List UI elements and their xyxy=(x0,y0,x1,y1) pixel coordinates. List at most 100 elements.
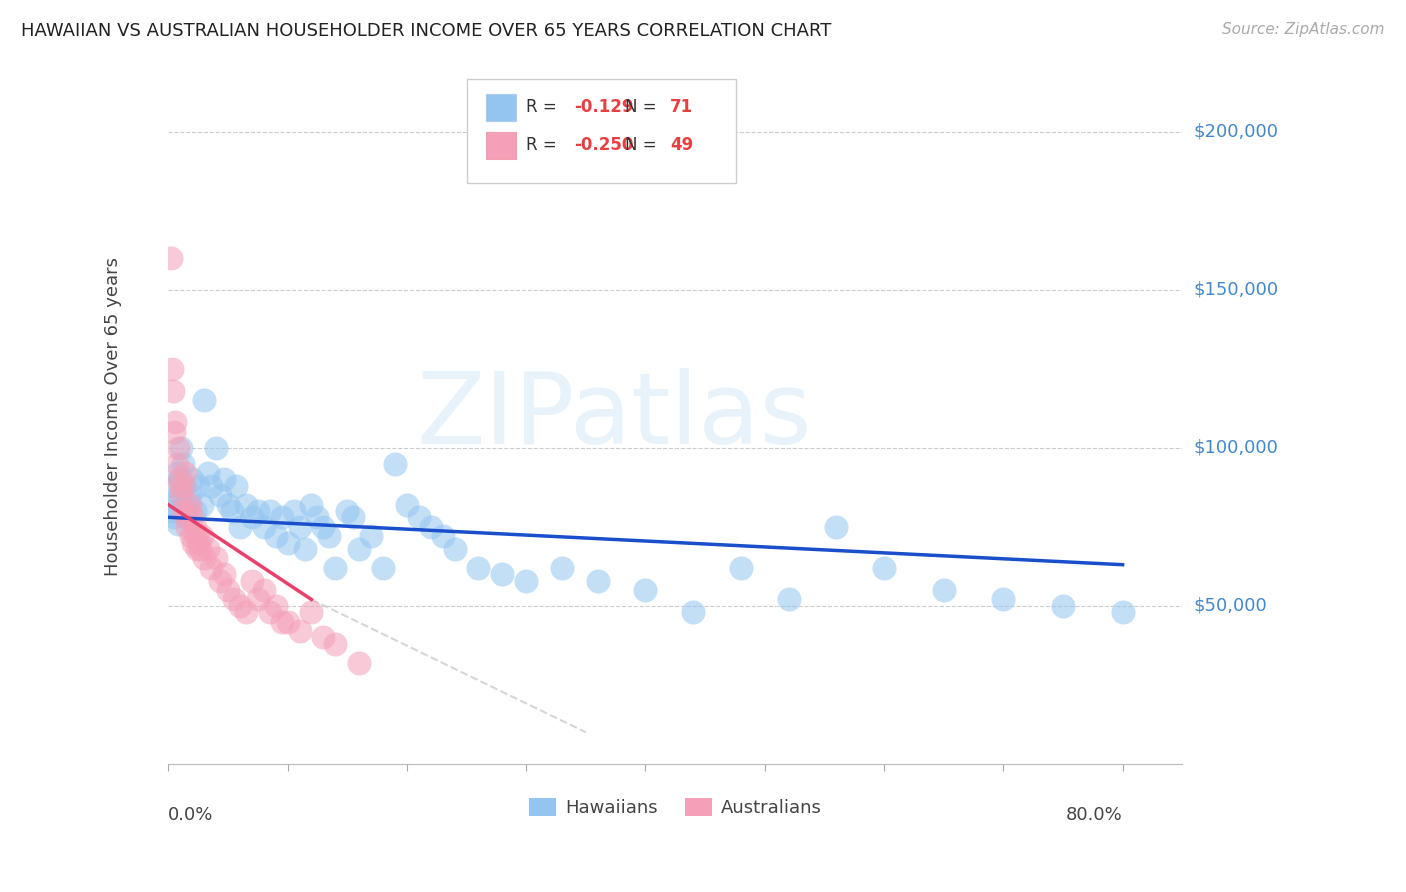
FancyBboxPatch shape xyxy=(485,133,516,159)
Point xyxy=(408,510,430,524)
Point xyxy=(188,535,211,549)
Point xyxy=(253,582,276,597)
Point xyxy=(270,510,292,524)
Point xyxy=(288,624,311,638)
Text: N =: N = xyxy=(624,136,661,154)
Text: $200,000: $200,000 xyxy=(1194,123,1278,141)
Point xyxy=(312,631,335,645)
Point xyxy=(214,472,236,486)
Point xyxy=(193,551,215,566)
Point xyxy=(205,551,228,566)
Point xyxy=(179,498,201,512)
Point xyxy=(163,510,186,524)
Point xyxy=(176,520,198,534)
Point xyxy=(240,510,263,524)
Text: 71: 71 xyxy=(671,98,693,116)
Point xyxy=(634,582,657,597)
Point xyxy=(165,479,187,493)
Point xyxy=(174,498,197,512)
Point xyxy=(159,251,181,265)
Point xyxy=(873,561,896,575)
Point xyxy=(586,574,609,588)
Point xyxy=(288,520,311,534)
Point xyxy=(166,516,188,531)
Point xyxy=(190,529,212,543)
Point xyxy=(176,510,198,524)
Point xyxy=(395,498,418,512)
Point xyxy=(1052,599,1074,613)
Point xyxy=(160,361,183,376)
Point xyxy=(384,457,406,471)
Point xyxy=(246,504,269,518)
Point xyxy=(932,582,955,597)
Text: HAWAIIAN VS AUSTRALIAN HOUSEHOLDER INCOME OVER 65 YEARS CORRELATION CHART: HAWAIIAN VS AUSTRALIAN HOUSEHOLDER INCOM… xyxy=(21,22,831,40)
Point xyxy=(323,561,346,575)
Point xyxy=(174,466,197,480)
Point xyxy=(167,488,190,502)
Point xyxy=(200,561,222,575)
Point xyxy=(467,561,489,575)
Point xyxy=(491,567,513,582)
Point xyxy=(323,637,346,651)
Text: R =: R = xyxy=(526,136,562,154)
Text: R =: R = xyxy=(526,98,562,116)
Point xyxy=(205,441,228,455)
Point xyxy=(235,498,257,512)
Point xyxy=(283,504,305,518)
Text: $150,000: $150,000 xyxy=(1194,281,1278,299)
Point xyxy=(173,479,195,493)
Text: 0.0%: 0.0% xyxy=(169,805,214,823)
Point xyxy=(169,472,191,486)
Point xyxy=(342,510,364,524)
Point xyxy=(169,479,191,493)
Text: ZIPatlas: ZIPatlas xyxy=(416,368,813,465)
Point xyxy=(360,529,382,543)
Point xyxy=(294,541,316,556)
Text: Source: ZipAtlas.com: Source: ZipAtlas.com xyxy=(1222,22,1385,37)
Point xyxy=(217,582,239,597)
Point xyxy=(825,520,848,534)
Point xyxy=(183,520,205,534)
Point xyxy=(432,529,454,543)
Point xyxy=(551,561,574,575)
Point xyxy=(221,504,243,518)
Point xyxy=(190,541,212,556)
Point xyxy=(162,498,184,512)
Point xyxy=(443,541,465,556)
Point xyxy=(730,561,752,575)
Point xyxy=(193,393,215,408)
Point xyxy=(347,656,370,670)
Point xyxy=(229,520,252,534)
Point xyxy=(183,504,205,518)
FancyBboxPatch shape xyxy=(485,95,516,120)
FancyBboxPatch shape xyxy=(467,79,737,183)
Text: 49: 49 xyxy=(671,136,693,154)
Point xyxy=(301,498,323,512)
Point xyxy=(336,504,359,518)
Point xyxy=(277,535,299,549)
Point xyxy=(166,466,188,480)
Point xyxy=(229,599,252,613)
Point xyxy=(160,504,183,518)
Point xyxy=(200,479,222,493)
Point xyxy=(778,592,800,607)
Point xyxy=(172,457,194,471)
Text: Householder Income Over 65 years: Householder Income Over 65 years xyxy=(104,257,121,575)
Point xyxy=(181,510,204,524)
Point xyxy=(217,498,239,512)
Point xyxy=(214,567,236,582)
Point xyxy=(163,425,186,439)
Point xyxy=(1111,605,1133,619)
Point xyxy=(235,605,257,619)
Point xyxy=(187,529,209,543)
Point xyxy=(318,529,340,543)
Point xyxy=(277,615,299,629)
Point xyxy=(197,541,219,556)
Text: -0.250: -0.250 xyxy=(574,136,633,154)
Point xyxy=(170,488,193,502)
Point xyxy=(371,561,394,575)
Point xyxy=(312,520,335,534)
Point xyxy=(264,599,287,613)
Text: -0.129: -0.129 xyxy=(574,98,633,116)
Point xyxy=(183,535,205,549)
